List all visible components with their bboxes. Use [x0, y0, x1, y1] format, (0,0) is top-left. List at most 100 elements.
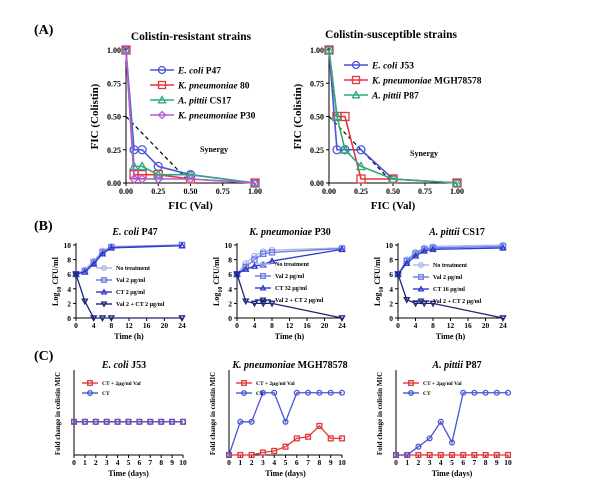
data-point	[415, 443, 422, 450]
x-tick-label: 10	[338, 458, 346, 467]
x-tick-label: 0	[394, 458, 398, 467]
legend-marker	[351, 60, 361, 70]
data-point	[420, 246, 428, 254]
y-tick-label: 0	[389, 314, 393, 323]
data-point	[259, 449, 266, 456]
x-tick-label: 24	[499, 321, 507, 330]
data-point	[392, 451, 400, 459]
data-point	[282, 443, 289, 450]
x-tick-label: 4	[414, 321, 418, 330]
data-point	[403, 259, 411, 266]
data-point	[437, 418, 444, 425]
y-tick-label: 4	[67, 285, 71, 294]
data-point	[72, 271, 80, 279]
panel-label: (A)	[34, 23, 54, 38]
data-point	[179, 418, 187, 425]
data-point	[268, 257, 276, 264]
x-tick-label: 0	[72, 458, 76, 467]
x-tick-label: 0.00	[322, 187, 336, 196]
data-point	[137, 174, 148, 184]
legend-marker	[241, 380, 247, 386]
data-point	[331, 111, 343, 121]
x-tick-label: 9	[170, 458, 174, 467]
legend-marker	[260, 273, 266, 279]
data-point	[70, 418, 78, 425]
y-axis-label: Fold change in colistin MIC	[209, 372, 217, 455]
x-tick-label: 4	[116, 458, 120, 467]
series-line	[328, 49, 458, 184]
legend-label: Val 2 μg/ml	[275, 274, 305, 280]
x-tick-label: 0	[227, 458, 231, 467]
x-tick-label: 0	[74, 321, 78, 330]
x-axis-label: Time (days)	[265, 469, 306, 478]
legend-label: Val 2 μg/ml	[433, 275, 463, 281]
data-point	[426, 435, 433, 442]
y-tick-label: 10	[225, 241, 233, 250]
x-tick-label: 8	[484, 458, 488, 467]
x-tick-label: 0.50	[386, 187, 400, 196]
x-tick-label: 20	[161, 321, 169, 330]
x-tick-label: 4	[439, 458, 443, 467]
series-line	[75, 273, 182, 319]
data-point	[327, 389, 334, 396]
legend-label: E. coli J53	[371, 61, 414, 71]
x-tick-label: 20	[321, 321, 329, 330]
y-tick-label: 0	[67, 314, 71, 323]
data-point	[107, 315, 116, 322]
data-point	[81, 268, 89, 275]
x-tick-label: 10	[504, 458, 512, 467]
x-tick-label: 6	[461, 458, 465, 467]
data-point	[482, 451, 489, 459]
legend-marker	[259, 297, 267, 304]
y-tick-label: 0.25	[107, 146, 121, 155]
x-axis-label: Time (days)	[108, 469, 149, 478]
data-point	[426, 451, 433, 459]
legend-label: CT	[102, 391, 110, 397]
y-tick-label: 0.75	[310, 79, 324, 88]
y-tick-label: 0	[228, 314, 232, 323]
y-tick-label: 2	[67, 299, 71, 308]
chart-title: A. pittii CS17	[428, 227, 485, 238]
data-point	[504, 451, 512, 459]
y-tick-label: 10	[386, 241, 394, 250]
data-point	[448, 451, 456, 459]
x-tick-label: 6	[295, 458, 299, 467]
data-point	[147, 418, 154, 425]
x-tick-label: 0.00	[119, 187, 133, 196]
y-tick-label: 2	[389, 299, 393, 308]
y-tick-label: 0.25	[310, 146, 324, 155]
legend-label: CT 2 μg/ml	[116, 290, 145, 296]
x-tick-label: 16	[464, 321, 472, 330]
legend-marker	[87, 380, 93, 386]
data-point	[268, 249, 276, 256]
data-point	[114, 418, 121, 425]
data-point	[437, 451, 444, 459]
x-tick-label: 5	[450, 458, 454, 467]
data-point	[242, 298, 250, 306]
data-point	[415, 451, 422, 459]
chart-title: Colistin-susceptible strains	[325, 29, 457, 41]
x-tick-label: 9	[495, 458, 499, 467]
data-point	[293, 435, 300, 442]
y-axis-label: FIC (Colistin)	[89, 83, 101, 149]
data-point	[250, 262, 259, 269]
data-point	[338, 435, 346, 442]
chart-title: A. pittii P87	[431, 360, 481, 371]
data-point	[250, 178, 260, 188]
panel-label: (C)	[34, 349, 54, 364]
legend-label: A. pittii CS17	[177, 96, 231, 106]
data-point	[403, 297, 411, 304]
y-tick-label: 0.50	[310, 113, 324, 122]
x-tick-label: 0.75	[418, 187, 432, 196]
x-tick-label: 24	[178, 321, 186, 330]
data-point	[338, 245, 346, 253]
data-point	[429, 244, 437, 252]
legend-label: No treatment	[116, 266, 150, 272]
data-point	[429, 245, 437, 253]
synergy-annotation: Synergy	[410, 149, 438, 158]
legend-marker	[101, 265, 107, 271]
data-point	[293, 389, 300, 396]
data-point	[271, 389, 278, 396]
y-tick-label: 6	[389, 270, 393, 279]
